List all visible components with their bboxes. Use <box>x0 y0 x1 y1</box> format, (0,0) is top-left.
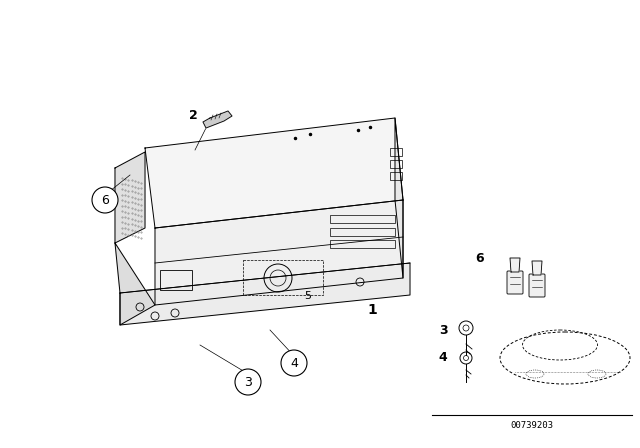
Bar <box>330 240 395 248</box>
Polygon shape <box>532 261 542 275</box>
Text: 6: 6 <box>101 194 109 207</box>
Polygon shape <box>510 258 520 272</box>
Circle shape <box>281 350 307 376</box>
Bar <box>390 148 402 156</box>
Text: 3: 3 <box>438 323 447 336</box>
Bar <box>390 172 402 180</box>
Bar <box>330 215 395 223</box>
Bar <box>330 228 395 236</box>
Bar <box>243 260 323 295</box>
Polygon shape <box>145 118 403 228</box>
Polygon shape <box>120 263 410 325</box>
Polygon shape <box>203 111 232 128</box>
Text: 1: 1 <box>367 303 377 317</box>
Text: 5: 5 <box>305 291 312 301</box>
Text: 4: 4 <box>290 357 298 370</box>
Circle shape <box>92 187 118 213</box>
Text: 4: 4 <box>438 350 447 363</box>
Text: 00739203: 00739203 <box>511 421 554 430</box>
Polygon shape <box>115 152 145 243</box>
Text: 6: 6 <box>476 251 484 264</box>
FancyBboxPatch shape <box>529 274 545 297</box>
FancyBboxPatch shape <box>507 271 523 294</box>
Bar <box>390 160 402 168</box>
Circle shape <box>235 369 261 395</box>
Text: 2: 2 <box>189 108 197 121</box>
Polygon shape <box>115 243 155 325</box>
Text: 3: 3 <box>244 375 252 388</box>
Polygon shape <box>395 118 403 278</box>
Polygon shape <box>155 200 403 305</box>
